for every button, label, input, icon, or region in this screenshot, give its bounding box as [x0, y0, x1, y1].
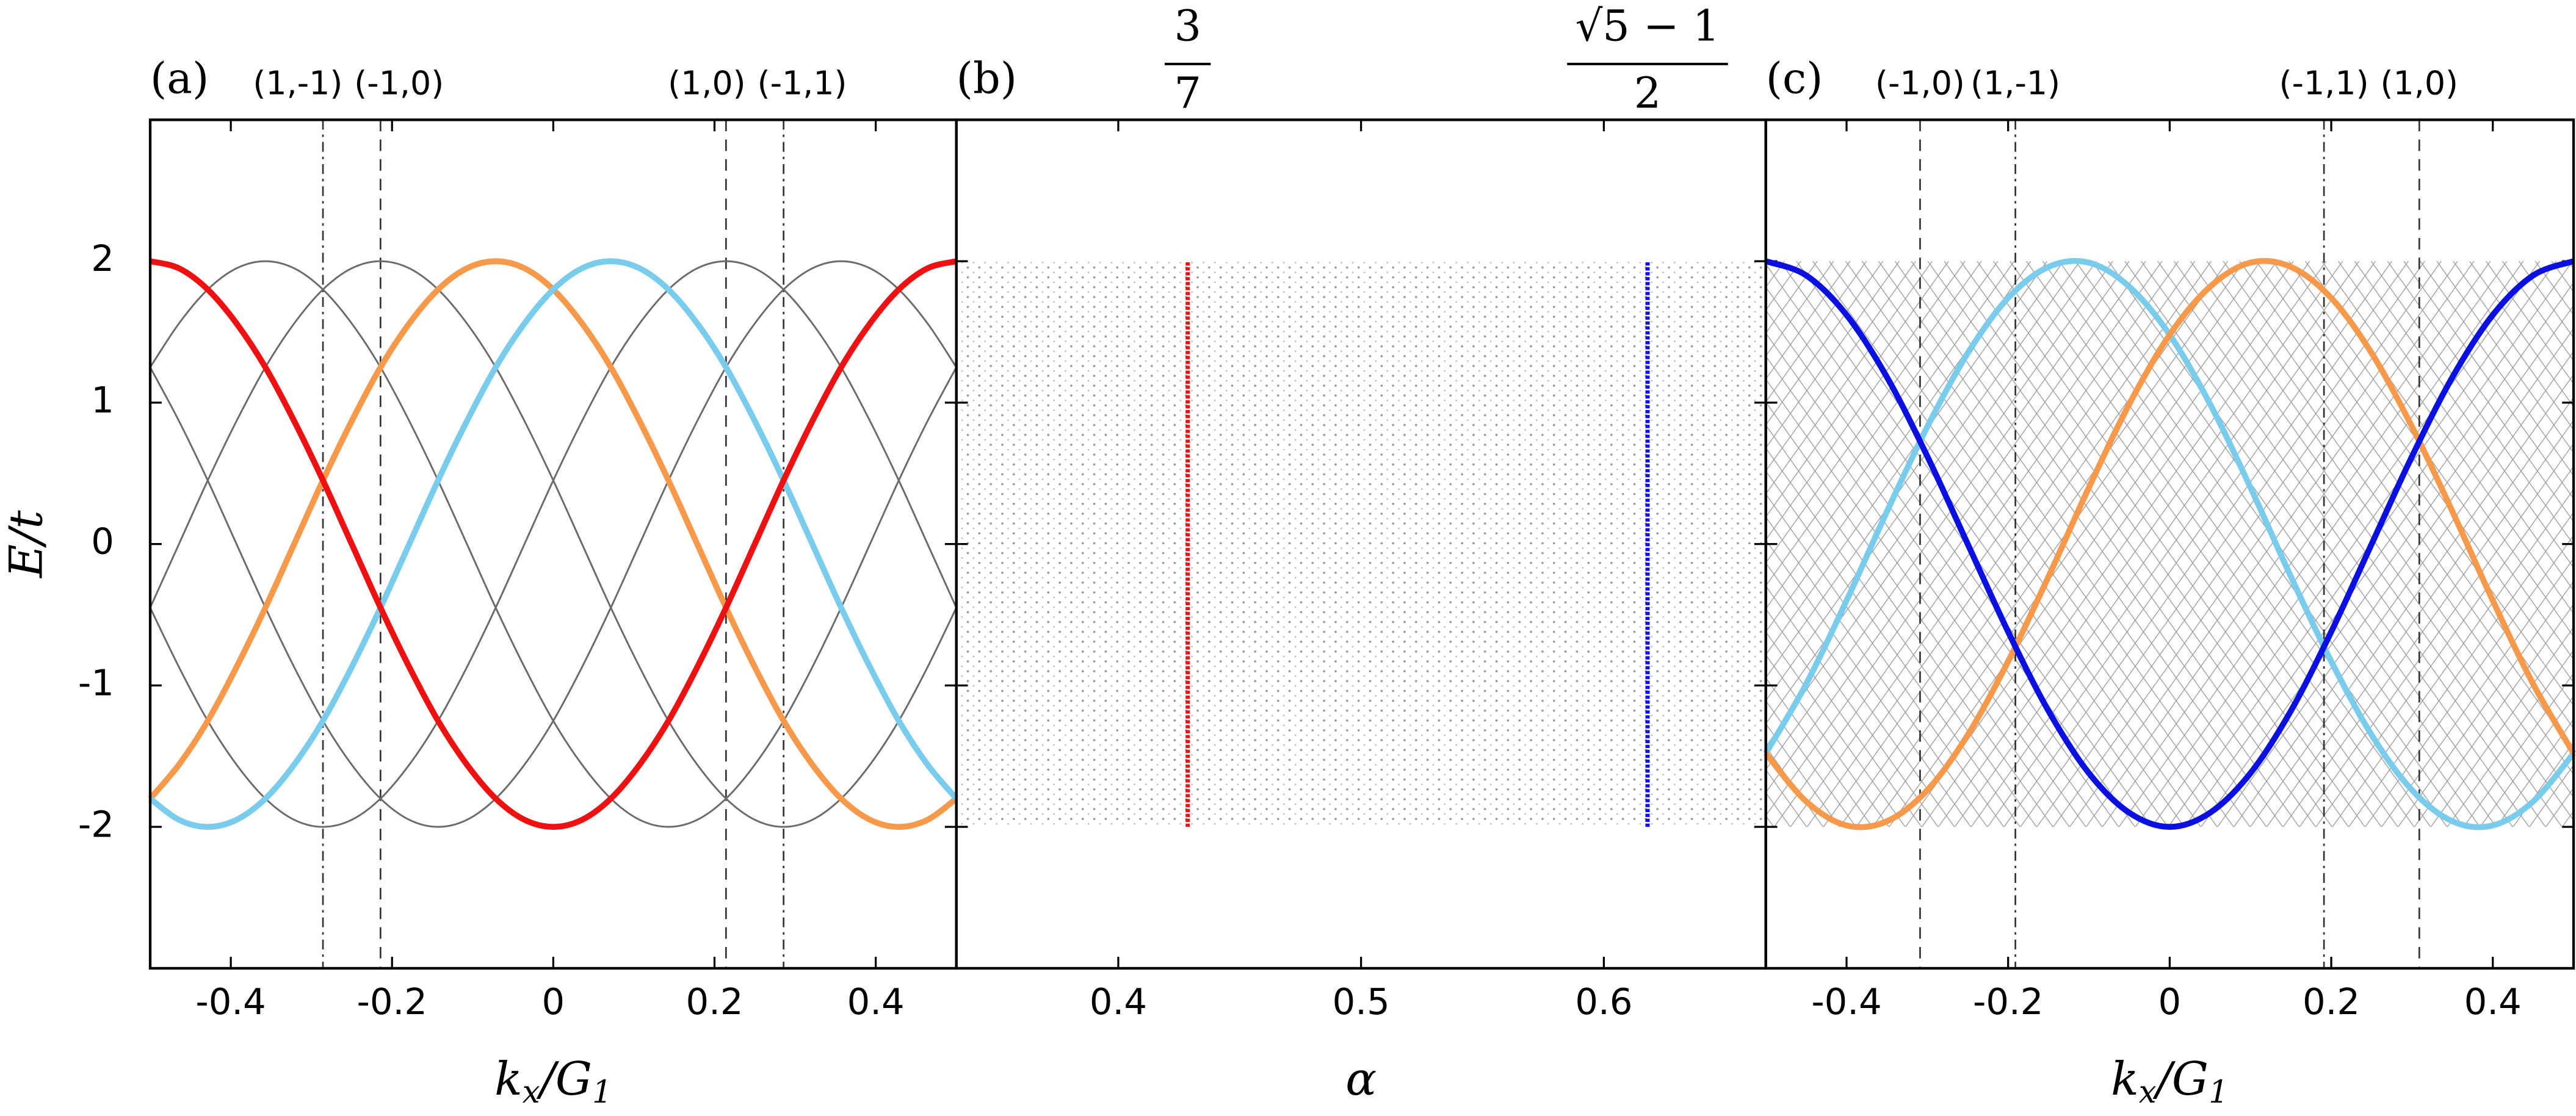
band-curve — [149, 260, 957, 828]
x-axis-label-part: /G — [2153, 1053, 2209, 1106]
x-axis-label-part: α — [1345, 1053, 1377, 1106]
x-tick-label: 0.4 — [2464, 981, 2522, 1023]
x-tick-label: -0.4 — [195, 981, 266, 1023]
reference-label: (1,-1) — [253, 64, 342, 103]
x-axis-label-part: k — [494, 1053, 523, 1106]
panel-label: (c) — [1766, 54, 1823, 103]
reference-label: (-1,0) — [1875, 64, 1965, 103]
x-axis-label-part: 1 — [592, 1075, 612, 1111]
fraction-denominator: 7 — [1174, 69, 1201, 118]
reference-label: (1,0) — [668, 64, 746, 103]
band-curve — [1763, 257, 2576, 830]
band-curve — [149, 260, 958, 828]
x-tick-label: 0.4 — [1090, 981, 1147, 1023]
x-axis-label: kx/G1 — [2111, 1053, 2229, 1111]
y-axis-label-part: E/t — [0, 510, 53, 579]
band-curve — [149, 260, 958, 828]
panel-frame — [1764, 118, 2575, 970]
fraction-numerator: √5 − 1 — [1576, 1, 1720, 51]
panel-frame — [148, 118, 958, 970]
y-tick-label: -1 — [78, 662, 114, 704]
reference-label: (-1,0) — [354, 64, 444, 103]
band-curve — [148, 258, 959, 830]
band-texture — [1765, 261, 2574, 827]
x-tick-label: -0.2 — [1973, 981, 2043, 1023]
band-curve — [149, 260, 957, 828]
x-tick-label: 0.5 — [1333, 981, 1390, 1023]
panel-label: (a) — [150, 54, 209, 103]
x-tick-label: 0.2 — [2303, 981, 2360, 1023]
fraction-denominator: 2 — [1634, 69, 1662, 118]
band-texture — [956, 261, 1766, 827]
x-tick-label: 0.6 — [1575, 981, 1632, 1023]
x-axis-label-part: x — [2139, 1075, 2157, 1111]
x-tick-label: -0.2 — [357, 981, 427, 1023]
panel-label: (b) — [957, 54, 1017, 103]
x-axis-label-part: /G — [537, 1053, 593, 1106]
reference-label: (-1,1) — [758, 64, 847, 103]
band-curve — [1765, 258, 2575, 830]
panel: -2 -1 0 1 2 -0.4 -0.2 0 0.2 0.4 (1,-1) (-1,0) (1,0) (… — [0, 54, 959, 1111]
band-curve — [148, 258, 958, 830]
y-tick-label: -2 — [78, 803, 114, 845]
x-tick-label: 0 — [542, 981, 565, 1023]
reference-label: (1,-1) — [1970, 64, 2060, 103]
y-tick-label: 0 — [91, 520, 114, 563]
x-tick-label: 0 — [2158, 981, 2182, 1023]
reference-label: (-1,1) — [2279, 64, 2369, 103]
x-axis-label-part: x — [523, 1075, 540, 1111]
x-tick-label: -0.4 — [1811, 981, 1881, 1023]
y-tick-label: 2 — [91, 237, 114, 279]
x-axis-label: kx/G1 — [494, 1053, 612, 1111]
x-tick-label: 0.2 — [686, 981, 743, 1023]
reference-label: (1,0) — [2381, 64, 2459, 103]
y-tick-label: 1 — [91, 379, 114, 421]
x-axis-label-part: k — [2111, 1053, 2139, 1106]
fraction-numerator: 3 — [1174, 1, 1201, 51]
x-tick-label: 0.4 — [847, 981, 905, 1023]
band-curve — [149, 258, 957, 830]
x-axis-label-part: 1 — [2209, 1075, 2229, 1111]
panel: 0.4 0.5 0.6 3 7 √5 − 1 2 (b) α — [955, 1, 1767, 1106]
y-axis-label: E/t — [0, 510, 53, 579]
panel: -0.4 -0.2 0 0.2 0.4 (-1,0) (1,-1) (-1,1) (1,0) (c… — [1763, 54, 2576, 1111]
x-axis-label: α — [1345, 1053, 1377, 1106]
